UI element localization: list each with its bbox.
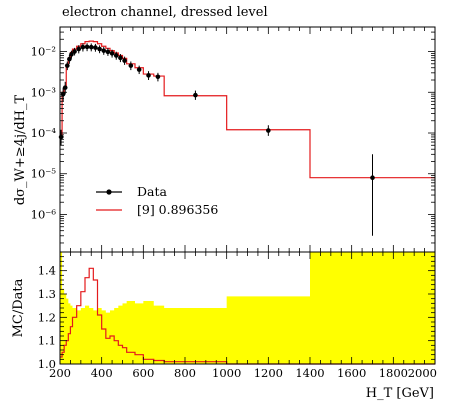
- ratio-y-axis-label: MC/Data: [11, 278, 26, 337]
- legend: Data [9] 0.896356: [96, 184, 218, 217]
- data-point: [146, 73, 151, 78]
- x-tick-label: 1200: [254, 366, 283, 380]
- x-tick-label: 600: [132, 366, 154, 380]
- ratio-y-tick-label: 1.1: [38, 334, 56, 348]
- uncertainty-band: [60, 252, 435, 364]
- y-tick-label: 10⁻⁴: [31, 126, 57, 140]
- ratio-y-tick-label: 1.0: [38, 357, 56, 371]
- main-y-ticks: 10⁻⁶ 10⁻⁵ 10⁻⁴ 10⁻³ 10⁻²: [31, 26, 435, 244]
- legend-entry-data: Data: [137, 184, 167, 199]
- data-point: [62, 85, 68, 90]
- x-tick-label: 1400: [295, 366, 324, 380]
- x-tick-label: 800: [174, 366, 196, 380]
- x-tick-label: 2000: [408, 366, 437, 380]
- data-point: [113, 53, 119, 58]
- main-y-axis-label: dσ_W+≥4j/dH_T: [13, 94, 28, 205]
- data-point: [105, 49, 111, 55]
- ratio-panel: 1.0 1.1 1.2 1.3 1.4 200 400 600 800 1000 1200 1400…: [11, 251, 437, 401]
- data-point: [64, 63, 70, 68]
- data-point: [84, 44, 90, 50]
- data-point: [109, 51, 115, 56]
- data-point: [76, 46, 82, 52]
- data-point: [80, 44, 86, 50]
- legend-entry-mc: [9] 0.896356: [137, 202, 218, 217]
- data-point: [266, 128, 271, 133]
- mc-prediction-line: [60, 40, 435, 179]
- data-point: [155, 74, 161, 80]
- data-point: [118, 55, 123, 61]
- ratio-x-ticks: 200 400 600 800 1000 1200 1400 1600 1800 2000: [49, 252, 437, 380]
- ratio-y-ticks: 1.0 1.1 1.2 1.3 1.4: [38, 251, 435, 371]
- data-point: [136, 67, 142, 72]
- data-point: [97, 46, 102, 52]
- data-point: [93, 45, 98, 50]
- data-point: [101, 48, 107, 53]
- data-point: [122, 58, 127, 63]
- ratio-y-tick-label: 1.2: [38, 310, 56, 324]
- y-tick-label: 10⁻³: [31, 85, 57, 99]
- x-axis-label: H_T [GeV]: [366, 386, 434, 401]
- x-tick-label: 400: [91, 366, 113, 380]
- data-point: [88, 44, 94, 50]
- y-tick-label: 10⁻⁵: [31, 167, 57, 181]
- main-plot-frame: [59, 26, 436, 253]
- y-tick-label: 10⁻⁶: [31, 207, 57, 221]
- y-tick-label: 10⁻²: [31, 45, 56, 59]
- legend-data-marker: [106, 189, 112, 195]
- x-tick-label: 200: [49, 366, 71, 380]
- chart-title: electron channel, dressed level: [62, 5, 268, 20]
- data-point: [370, 175, 375, 180]
- ratio-plot-marks: [60, 252, 435, 365]
- main-plot-marks: [58, 40, 435, 236]
- data-point: [69, 52, 74, 57]
- main-panel: 10⁻⁶ 10⁻⁵ 10⁻⁴ 10⁻³ 10⁻² dσ_W+≥4j/dH_T: [13, 26, 436, 253]
- x-tick-label: 1800: [379, 366, 408, 380]
- main-x-ticks: [59, 27, 436, 252]
- ratio-y-tick-label: 1.4: [38, 264, 56, 278]
- data-point: [72, 49, 77, 54]
- data-point: [193, 92, 198, 98]
- data-point: [128, 63, 134, 68]
- x-tick-label: 1600: [337, 366, 366, 380]
- data-point: [67, 56, 72, 62]
- ratio-y-tick-label: 1.3: [38, 287, 56, 301]
- x-tick-label: 1000: [212, 366, 241, 380]
